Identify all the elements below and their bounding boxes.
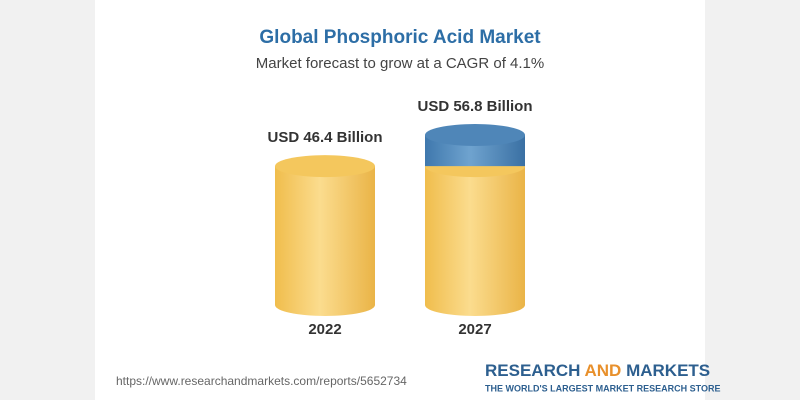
brand-name: RESEARCH AND MARKETS bbox=[485, 361, 710, 380]
brand-part: AND bbox=[585, 361, 622, 380]
cylinder-body bbox=[275, 166, 375, 305]
chart-subtitle: Market forecast to grow at a CAGR of 4.1… bbox=[256, 55, 544, 72]
x-tick-label: 2022 bbox=[308, 321, 341, 338]
brand-tagline: THE WORLD'S LARGEST MARKET RESEARCH STOR… bbox=[485, 383, 720, 393]
cylinder-body bbox=[425, 166, 525, 305]
brand-part: RESEARCH bbox=[485, 361, 580, 380]
brand-part: MARKETS bbox=[626, 361, 710, 380]
cylinder-top bbox=[425, 124, 525, 146]
x-tick-label: 2027 bbox=[458, 321, 491, 338]
chart-title: Global Phosphoric Acid Market bbox=[259, 27, 541, 48]
value-label: USD 46.4 Billion bbox=[267, 129, 382, 146]
cylinder-top bbox=[275, 155, 375, 178]
panel bbox=[95, 0, 705, 400]
value-label: USD 56.8 Billion bbox=[417, 98, 532, 115]
source-url: https://www.researchandmarkets.com/repor… bbox=[116, 374, 407, 388]
